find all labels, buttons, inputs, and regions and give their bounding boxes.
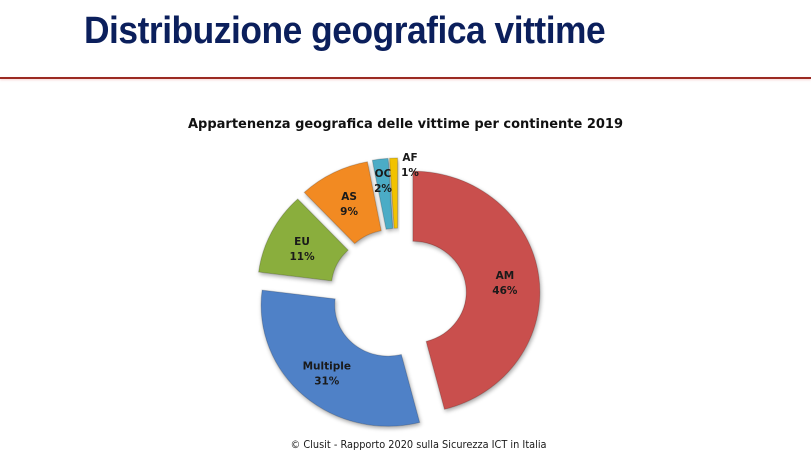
slice-category-label: AM [496, 270, 515, 282]
chart-slices: AM 46% Multiple 31% EU 11% AS 9% OC 2% AF 1% [258, 152, 541, 427]
footer-credit: © Clusit - Rapporto 2020 sulla Sicurezza… [290, 439, 547, 451]
slice-am [412, 170, 541, 410]
slice-multiple [260, 289, 421, 427]
slide-title: Distribuzione geografica vittime [84, 10, 606, 52]
slice-oc [371, 157, 394, 230]
slice-af [389, 157, 399, 229]
slice-category-label: OC [375, 168, 392, 180]
slice-percent-label: 31% [314, 376, 340, 388]
slice-category-label: EU [294, 236, 310, 248]
slice-category-label: Multiple [303, 361, 351, 373]
title-divider [0, 77, 811, 79]
slice-eu [258, 198, 349, 282]
slice-as [303, 161, 382, 245]
slice-category-label: AS [341, 191, 357, 203]
slice-percent-label: 46% [492, 285, 518, 297]
slice-percent-label: 9% [340, 206, 358, 218]
slice-percent-label: 2% [374, 183, 392, 195]
chart-title: Appartenenza geografica delle vittime pe… [187, 117, 624, 132]
slice-percent-label: 11% [289, 251, 315, 263]
slice-percent-label: 1% [401, 167, 419, 179]
slice-category-label: AF [402, 152, 417, 164]
